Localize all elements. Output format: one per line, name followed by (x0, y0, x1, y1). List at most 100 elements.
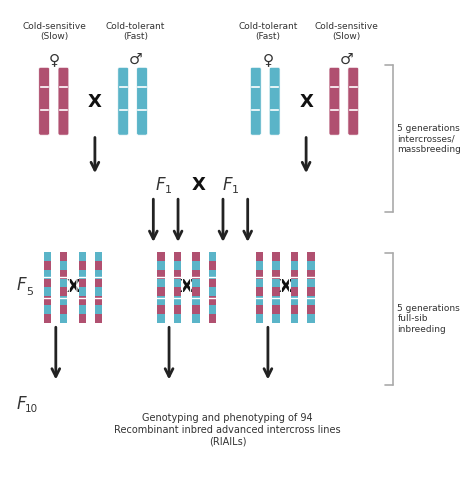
FancyBboxPatch shape (256, 314, 264, 323)
Text: Cold-tolerant
(Fast): Cold-tolerant (Fast) (106, 22, 165, 41)
FancyBboxPatch shape (292, 261, 299, 270)
Text: ♀: ♀ (49, 52, 60, 67)
Text: F: F (223, 177, 232, 194)
FancyBboxPatch shape (173, 288, 181, 296)
FancyBboxPatch shape (60, 288, 67, 296)
FancyBboxPatch shape (209, 270, 216, 278)
FancyBboxPatch shape (256, 296, 264, 305)
Text: 1: 1 (232, 185, 239, 195)
FancyBboxPatch shape (273, 270, 280, 278)
FancyBboxPatch shape (209, 261, 216, 270)
Text: X: X (299, 94, 313, 111)
Text: ♂: ♂ (340, 52, 354, 67)
FancyBboxPatch shape (308, 261, 315, 270)
FancyBboxPatch shape (60, 252, 67, 261)
Text: Cold-sensitive
(Slow): Cold-sensitive (Slow) (23, 22, 86, 41)
FancyBboxPatch shape (95, 305, 102, 314)
FancyBboxPatch shape (44, 270, 51, 278)
FancyBboxPatch shape (79, 288, 86, 296)
FancyBboxPatch shape (60, 296, 67, 305)
FancyBboxPatch shape (79, 314, 86, 323)
FancyBboxPatch shape (44, 288, 51, 296)
FancyBboxPatch shape (256, 261, 264, 270)
Text: X: X (279, 278, 293, 297)
FancyBboxPatch shape (209, 252, 216, 261)
FancyBboxPatch shape (157, 270, 164, 278)
FancyBboxPatch shape (157, 305, 164, 314)
FancyBboxPatch shape (292, 278, 299, 288)
FancyBboxPatch shape (95, 278, 102, 288)
FancyBboxPatch shape (292, 252, 299, 261)
FancyBboxPatch shape (157, 314, 164, 323)
FancyBboxPatch shape (192, 314, 200, 323)
FancyBboxPatch shape (44, 252, 51, 261)
FancyBboxPatch shape (308, 305, 315, 314)
FancyBboxPatch shape (256, 270, 264, 278)
FancyBboxPatch shape (157, 261, 164, 270)
FancyBboxPatch shape (292, 314, 299, 323)
Text: Cold-sensitive
(Slow): Cold-sensitive (Slow) (315, 22, 379, 41)
FancyBboxPatch shape (273, 278, 280, 288)
FancyBboxPatch shape (95, 314, 102, 323)
FancyBboxPatch shape (60, 270, 67, 278)
FancyBboxPatch shape (79, 305, 86, 314)
FancyBboxPatch shape (157, 296, 164, 305)
FancyBboxPatch shape (273, 314, 280, 323)
FancyBboxPatch shape (209, 296, 216, 305)
FancyBboxPatch shape (308, 278, 315, 288)
FancyBboxPatch shape (348, 67, 359, 135)
Text: F: F (17, 395, 27, 413)
FancyBboxPatch shape (256, 252, 264, 261)
Text: X: X (88, 94, 102, 111)
FancyBboxPatch shape (173, 305, 181, 314)
FancyBboxPatch shape (173, 252, 181, 261)
Text: 5 generations
intercrosses/
massbreeding: 5 generations intercrosses/ massbreeding (397, 124, 461, 154)
FancyBboxPatch shape (79, 252, 86, 261)
FancyBboxPatch shape (192, 270, 200, 278)
FancyBboxPatch shape (60, 314, 67, 323)
FancyBboxPatch shape (192, 288, 200, 296)
FancyBboxPatch shape (273, 288, 280, 296)
FancyBboxPatch shape (118, 67, 128, 135)
FancyBboxPatch shape (79, 278, 86, 288)
Text: X: X (191, 177, 205, 194)
FancyBboxPatch shape (192, 296, 200, 305)
FancyBboxPatch shape (209, 305, 216, 314)
FancyBboxPatch shape (95, 270, 102, 278)
FancyBboxPatch shape (173, 270, 181, 278)
FancyBboxPatch shape (256, 278, 264, 288)
FancyBboxPatch shape (44, 296, 51, 305)
Text: X: X (180, 278, 194, 297)
FancyBboxPatch shape (95, 288, 102, 296)
FancyBboxPatch shape (192, 305, 200, 314)
FancyBboxPatch shape (292, 288, 299, 296)
FancyBboxPatch shape (173, 296, 181, 305)
FancyBboxPatch shape (60, 278, 67, 288)
FancyBboxPatch shape (60, 305, 67, 314)
Text: 1: 1 (164, 185, 172, 195)
Text: 5 generations
full-sib
inbreeding: 5 generations full-sib inbreeding (397, 304, 460, 334)
FancyBboxPatch shape (44, 261, 51, 270)
FancyBboxPatch shape (192, 252, 200, 261)
FancyBboxPatch shape (329, 67, 340, 135)
FancyBboxPatch shape (273, 261, 280, 270)
FancyBboxPatch shape (60, 261, 67, 270)
FancyBboxPatch shape (292, 296, 299, 305)
FancyBboxPatch shape (58, 67, 69, 135)
Text: X: X (67, 278, 81, 297)
FancyBboxPatch shape (209, 314, 216, 323)
FancyBboxPatch shape (209, 278, 216, 288)
FancyBboxPatch shape (137, 67, 147, 135)
FancyBboxPatch shape (79, 261, 86, 270)
FancyBboxPatch shape (292, 270, 299, 278)
Text: F: F (17, 276, 27, 294)
FancyBboxPatch shape (209, 288, 216, 296)
FancyBboxPatch shape (173, 261, 181, 270)
Text: ♀: ♀ (262, 52, 273, 67)
FancyBboxPatch shape (95, 296, 102, 305)
FancyBboxPatch shape (308, 252, 315, 261)
FancyBboxPatch shape (273, 296, 280, 305)
FancyBboxPatch shape (157, 288, 164, 296)
FancyBboxPatch shape (44, 278, 51, 288)
FancyBboxPatch shape (269, 67, 280, 135)
